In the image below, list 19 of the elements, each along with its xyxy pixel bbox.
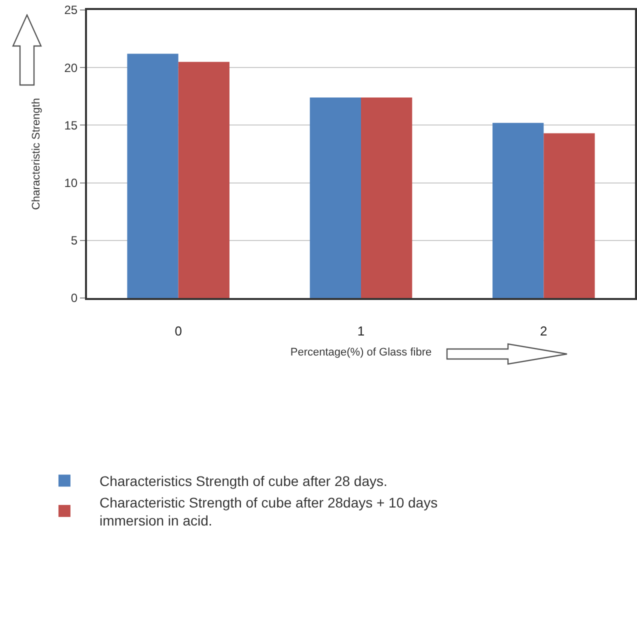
x-axis-title: Percentage(%) of Glass fibre (290, 346, 432, 358)
bar (178, 62, 230, 298)
bar (127, 54, 178, 298)
bar (492, 122, 544, 298)
y-tick-label: 25 (64, 3, 78, 18)
bar (310, 98, 361, 298)
legend-label: Characteristic Strength of cube after 28days + 10 days immersion in acid. (99, 494, 438, 528)
y-axis-title: Characteristic Strength (30, 98, 42, 210)
bar (544, 133, 595, 298)
x-tick-label: 0 (174, 324, 182, 339)
y-tick-label: 15 (64, 118, 78, 132)
x-tick-label: 1 (357, 324, 365, 339)
x-tick-label: 2 (540, 324, 548, 339)
y-tick-label: 20 (64, 60, 78, 75)
y-tick-label: 10 (64, 176, 78, 190)
y-tick-label: 5 (70, 234, 78, 248)
legend-label: Characteristics Strength of cube after 28 days. (99, 473, 388, 490)
y-tick-label: 0 (70, 291, 78, 306)
bar (361, 98, 412, 298)
